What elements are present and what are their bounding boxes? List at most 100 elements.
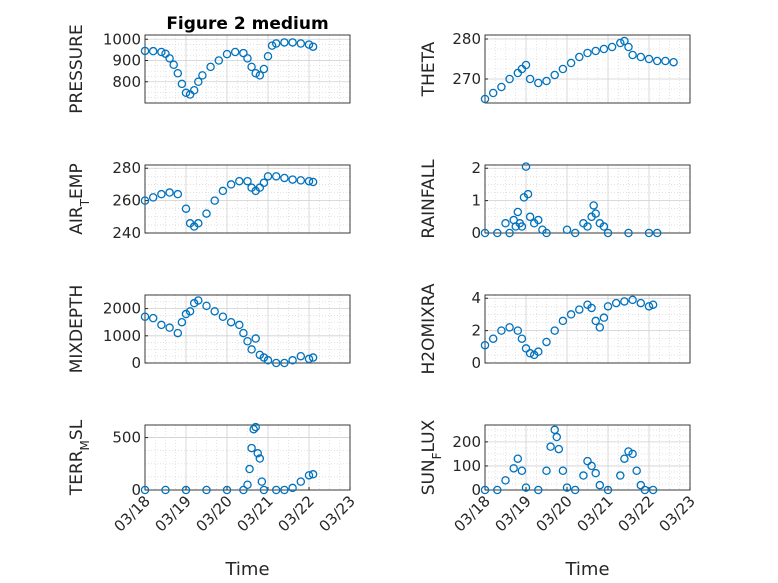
data-point <box>497 82 506 92</box>
data-point <box>296 477 306 486</box>
x-tick-label: 03/20 <box>533 492 576 535</box>
data-point <box>480 485 490 495</box>
data-point <box>173 189 183 199</box>
data-point <box>513 326 523 335</box>
data-point <box>194 219 203 228</box>
data-point <box>271 485 281 495</box>
data-point <box>296 39 306 48</box>
data-point <box>185 307 195 316</box>
data-point <box>243 176 252 186</box>
data-point <box>243 480 252 490</box>
data-point <box>644 228 654 238</box>
data-point <box>267 41 277 50</box>
data-point <box>501 476 510 485</box>
data-point <box>603 485 613 495</box>
axes-mixdepth: 0 1000 2000 MIXDEPTH <box>67 285 351 373</box>
data-point <box>271 172 281 181</box>
data-point <box>140 46 150 56</box>
data-point <box>562 225 572 235</box>
data-point <box>239 48 248 58</box>
data-point <box>210 307 219 316</box>
data-point <box>259 178 269 188</box>
data-point <box>288 38 297 47</box>
data-point <box>628 50 637 60</box>
data-point <box>505 323 514 332</box>
data-point <box>173 328 183 338</box>
y-tick-label: 200 <box>452 433 481 451</box>
data-point <box>288 175 297 184</box>
data-point <box>542 228 551 238</box>
data-point <box>583 48 592 58</box>
data-point <box>628 449 637 459</box>
data-point <box>620 297 629 306</box>
data-point <box>599 222 609 231</box>
y-axis-label: SUNFLUX <box>419 419 444 495</box>
data-point <box>611 298 621 308</box>
data-point <box>534 215 543 225</box>
axes-terr-msl: 050003/1803/1903/2003/2103/2203/23TimeTE… <box>67 419 359 580</box>
figure-title: Figure 2 medium <box>166 14 328 34</box>
axes-rainfall: 0 1 2 RAINFALL <box>419 159 691 242</box>
data-point <box>239 328 248 338</box>
data-point <box>280 358 289 368</box>
x-tick-label: 03/19 <box>152 492 195 535</box>
axes-box <box>484 424 691 491</box>
data-point <box>271 358 281 368</box>
data-point <box>632 466 641 475</box>
data-point <box>304 471 314 480</box>
axes-theta: 270 280 THETA <box>419 30 691 104</box>
data-point <box>304 176 314 186</box>
data-point <box>591 209 600 218</box>
data-point <box>253 449 262 458</box>
y-tick-label: 240 <box>112 224 141 242</box>
data-point <box>255 71 265 80</box>
data-point <box>308 470 318 479</box>
y-tick-label: 1 <box>471 192 481 210</box>
axes-box <box>144 294 351 364</box>
y-axis-label: H2OMIXRA <box>419 283 439 374</box>
data-point <box>177 317 187 327</box>
axes-box <box>484 294 691 364</box>
data-point <box>644 54 654 64</box>
data-point <box>554 444 564 454</box>
data-point <box>202 485 211 495</box>
data-point <box>140 312 150 322</box>
axes-sun-flux: 010020003/1803/1903/2003/2103/2203/23Tim… <box>419 419 699 580</box>
data-point <box>181 485 191 495</box>
data-point <box>251 334 260 343</box>
data-point <box>296 176 306 185</box>
x-axis-label: Time <box>564 559 609 580</box>
data-point <box>552 432 562 442</box>
data-point <box>607 42 617 52</box>
y-axis-label: THETA <box>419 41 439 97</box>
y-axis-label: PRESSURE <box>67 24 87 113</box>
y-tick-label: 2000 <box>103 300 141 318</box>
data-point <box>202 301 211 311</box>
data-point <box>148 313 158 323</box>
data-point <box>542 466 551 475</box>
data-point <box>493 228 502 238</box>
data-point <box>148 193 158 202</box>
data-point <box>271 39 281 48</box>
data-point <box>620 36 629 46</box>
data-point <box>304 40 314 49</box>
data-point <box>513 207 523 217</box>
data-point <box>550 326 559 335</box>
data-point <box>636 480 646 490</box>
data-point <box>296 351 306 361</box>
data-point <box>620 454 629 463</box>
data-point <box>505 74 514 84</box>
data-point <box>521 483 531 492</box>
data-point <box>226 317 236 327</box>
y-tick-label: 0 <box>131 481 141 499</box>
data-point <box>249 424 258 434</box>
y-axis-label: TERRMSL <box>67 419 92 496</box>
data-point <box>595 480 605 490</box>
y-tick-label: 900 <box>112 52 141 70</box>
data-point <box>558 64 568 74</box>
y-tick-label: 0 <box>471 354 481 372</box>
data-point <box>251 69 260 78</box>
x-tick-label: 03/22 <box>615 492 658 535</box>
x-tick-label: 03/22 <box>275 492 318 535</box>
